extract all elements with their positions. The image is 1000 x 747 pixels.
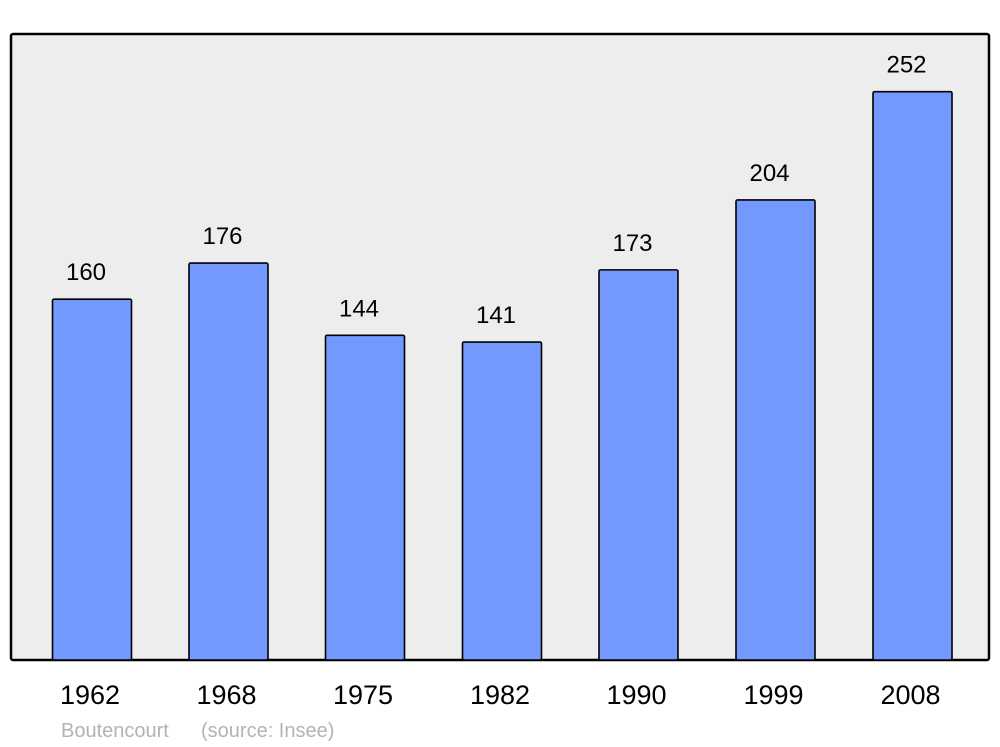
bar-1968: [188, 262, 269, 661]
data-label-2008: 252: [886, 52, 926, 79]
x-tick-label-1975: 1975: [333, 680, 393, 710]
bar-1999: [735, 199, 816, 661]
bar-2008: [872, 90, 953, 661]
bar-1990: [598, 269, 679, 661]
footer-source: (source: Insee): [201, 720, 334, 742]
footer-place: Boutencourt: [61, 720, 169, 742]
x-tick-label-2008: 2008: [880, 680, 940, 710]
x-tick-label-1982: 1982: [470, 680, 530, 710]
data-label-1968: 176: [202, 223, 242, 250]
x-tick-label-1962: 1962: [60, 680, 120, 710]
data-label-1999: 204: [749, 160, 789, 187]
data-label-1982: 141: [476, 302, 516, 329]
x-tick-label-1999: 1999: [743, 680, 803, 710]
data-label-1975: 144: [339, 295, 379, 322]
data-label-1962: 160: [66, 259, 106, 286]
data-label-1990: 173: [612, 230, 652, 257]
bar-1962: [51, 298, 133, 661]
bar-1975: [324, 334, 406, 661]
x-tick-label-1968: 1968: [196, 680, 256, 710]
bar-1982: [461, 341, 543, 661]
x-tick-label-1990: 1990: [606, 680, 666, 710]
